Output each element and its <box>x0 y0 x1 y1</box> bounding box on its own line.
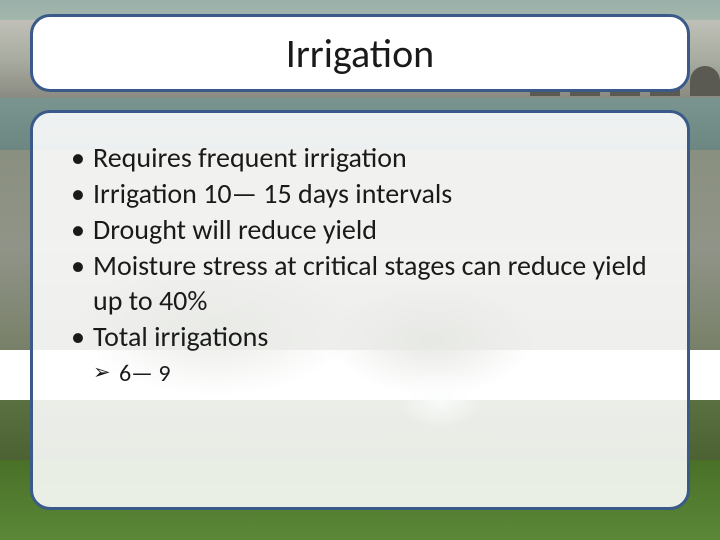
slide-title: Irrigation <box>286 29 434 78</box>
bullet-item: Moisture stress at critical stages can r… <box>63 249 657 317</box>
bullet-item: Drought will reduce yield <box>63 213 657 247</box>
bullet-list: Requires frequent irrigation Irrigation … <box>63 141 657 354</box>
sub-bullet-item: 6— 9 <box>63 358 657 389</box>
bullet-item: Requires frequent irrigation <box>63 141 657 175</box>
bullet-item: Irrigation 10— 15 days intervals <box>63 177 657 211</box>
content-container: Requires frequent irrigation Irrigation … <box>30 110 690 510</box>
sub-bullet-list: 6— 9 <box>63 358 657 389</box>
title-container: Irrigation <box>30 14 690 92</box>
bullet-item: Total irrigations <box>63 320 657 354</box>
